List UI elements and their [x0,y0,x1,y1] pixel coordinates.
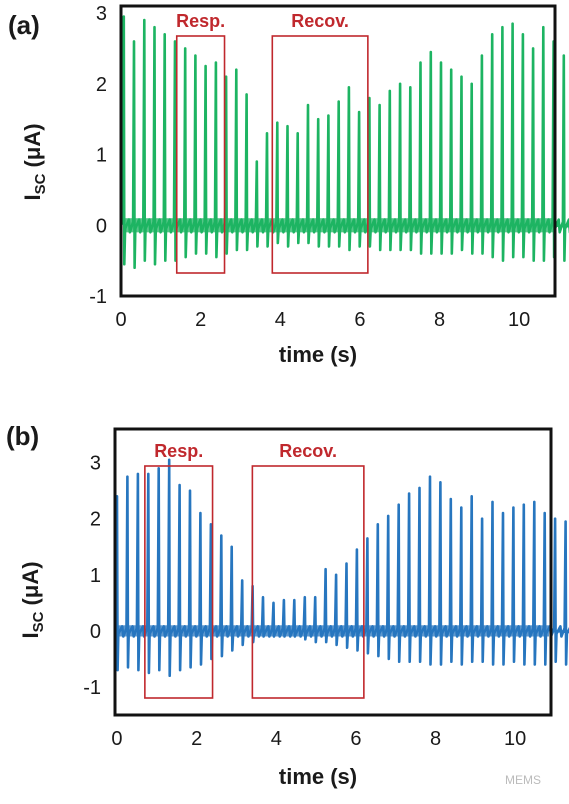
x-tick-label: 6 [354,309,365,331]
x-tick-label: 10 [508,309,530,331]
x-tick-label: 2 [195,309,206,331]
x-tick-label: 0 [111,728,122,750]
isc-series-line [113,458,569,677]
annotation-label-resp: Resp. [176,11,225,31]
panel-b-frame [113,427,553,717]
x-tick-label: 0 [115,309,126,331]
y-tick-label: 3 [90,453,101,475]
panel-a-frame [119,4,557,298]
panel-b-plot-area: Resp. Recov. [113,441,569,699]
panel-b-x-ticks: 0 2 4 6 8 10 [111,728,526,750]
panel-b-y-axis-label: ISC (μA) [18,561,47,638]
panel-a-label: (a) [8,10,40,40]
annotation-box-recov [251,465,365,699]
isc-series-line [119,15,569,269]
y-tick-label: 0 [90,621,101,643]
x-tick-label: 6 [350,728,361,750]
y-tick-label: 2 [96,74,107,96]
x-tick-label: 8 [430,728,441,750]
panel-b-x-axis-label: time (s) [279,764,357,789]
annotation-label-recov: Recov. [291,11,349,31]
y-tick-label: -1 [89,286,107,308]
x-tick-label: 4 [271,728,282,750]
watermark: MEMS [505,773,541,787]
x-tick-label: 2 [191,728,202,750]
panel-a-plot-area: Resp. Recov. [119,11,569,274]
panel-a-y-ticks: -1 0 1 2 3 [89,3,107,308]
annotation-label-recov: Recov. [279,441,337,461]
panel-a-x-ticks: 0 2 4 6 8 10 [115,309,530,331]
annotation-box-resp [144,465,214,699]
panel-a-y-axis-label: ISC (μA) [20,123,49,200]
annotation-label-resp: Resp. [154,441,203,461]
y-tick-label: 2 [90,509,101,531]
y-tick-label: 1 [90,565,101,587]
y-tick-label: 3 [96,3,107,25]
annotation-box-resp [175,35,226,274]
annotation-box-recov [271,35,369,274]
y-tick-label: -1 [83,677,101,699]
y-tick-label: 1 [96,145,107,167]
x-tick-label: 4 [275,309,286,331]
y-tick-label: 0 [96,215,107,237]
panel-a-x-axis-label: time (s) [279,342,357,367]
panel-b-label: (b) [6,421,39,451]
panel-b-y-ticks: -1 0 1 2 3 [83,453,101,699]
x-tick-label: 8 [434,309,445,331]
x-tick-label: 10 [504,728,526,750]
